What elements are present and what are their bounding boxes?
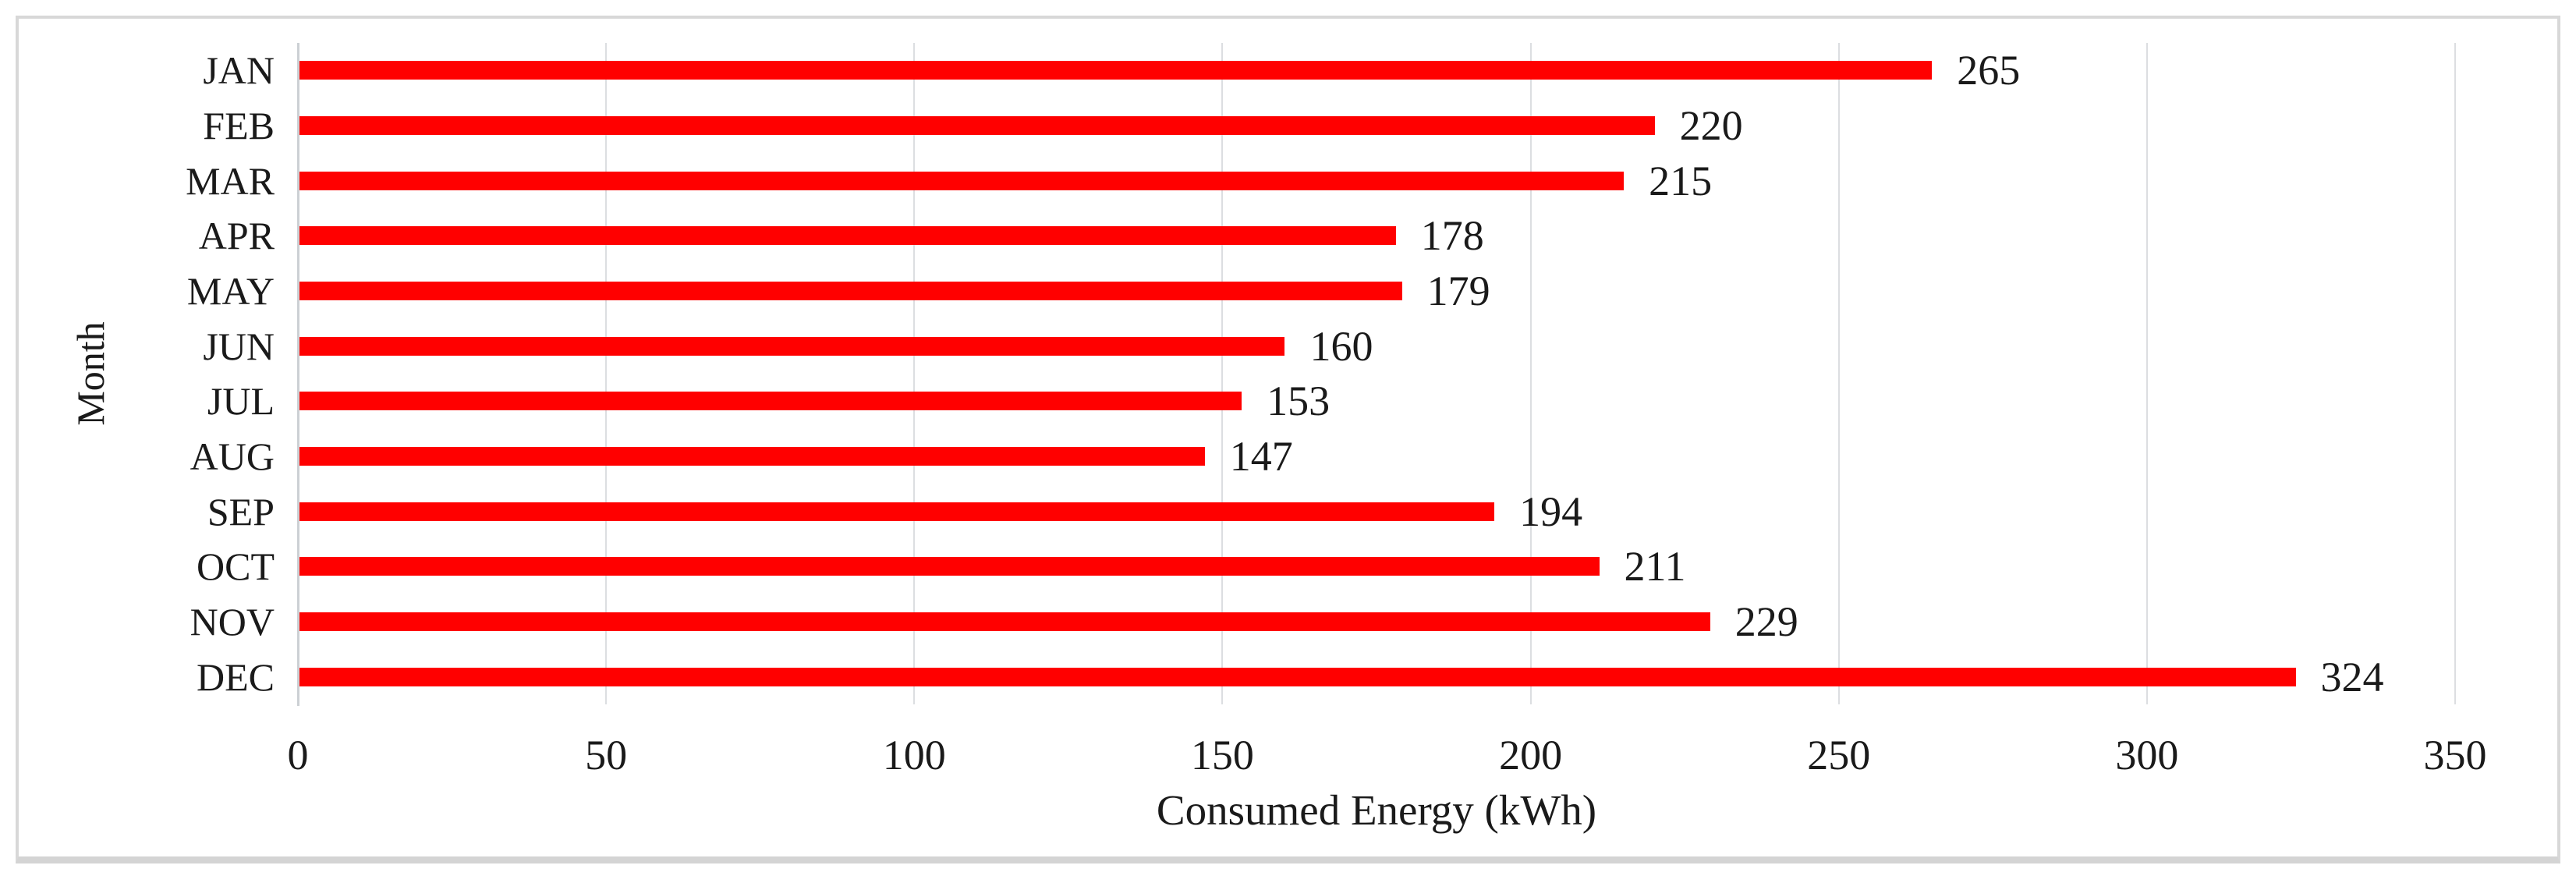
bar-jun — [299, 336, 1285, 356]
y-axis-line — [297, 43, 299, 706]
category-label-mar: MAR — [186, 158, 275, 203]
value-label-may: 179 — [1426, 268, 1490, 314]
category-label-jul: JUL — [207, 379, 275, 424]
x-tick-label-150: 150 — [1190, 732, 1254, 778]
gridline-x-250 — [1837, 43, 1840, 704]
category-label-sep: SEP — [207, 489, 275, 534]
bar-oct — [299, 557, 1600, 576]
category-label-feb: FEB — [203, 104, 275, 147]
category-label-aug: AUG — [190, 434, 275, 478]
category-label-jun: JUN — [203, 324, 275, 368]
category-label-oct: OCT — [197, 544, 275, 589]
gridline-x-350 — [2454, 43, 2456, 704]
category-label-nov: NOV — [190, 600, 275, 644]
gridline-x-100 — [913, 43, 916, 704]
value-label-jul: 153 — [1267, 378, 1331, 425]
gridline-x-200 — [1529, 43, 1532, 704]
value-label-sep: 194 — [1519, 488, 1583, 535]
category-label-apr: APR — [198, 214, 275, 258]
gridline-x-50 — [605, 43, 608, 704]
bar-sep — [299, 502, 1495, 521]
x-axis-title: Consumed Energy (kWh) — [1156, 786, 1597, 834]
value-label-apr: 178 — [1420, 212, 1484, 260]
value-label-nov: 229 — [1734, 598, 1798, 645]
value-label-oct: 211 — [1624, 543, 1686, 590]
bar-mar — [299, 171, 1625, 190]
value-label-jun: 160 — [1309, 322, 1373, 370]
x-tick-label-0: 0 — [287, 732, 309, 778]
value-label-dec: 324 — [2320, 653, 2384, 700]
x-tick-label-250: 250 — [1807, 732, 1871, 778]
category-label-jan: JAN — [203, 48, 275, 93]
bar-feb — [299, 116, 1655, 135]
x-tick-label-200: 200 — [1499, 732, 1563, 778]
x-tick-label-50: 50 — [585, 732, 628, 778]
gridline-x-300 — [2145, 43, 2148, 704]
value-label-feb: 220 — [1679, 102, 1743, 149]
chart-frame — [16, 16, 2560, 863]
bar-aug — [299, 447, 1205, 466]
bar-jul — [299, 392, 1242, 411]
value-label-mar: 215 — [1649, 157, 1713, 204]
y-axis-title: Month — [69, 321, 112, 426]
x-tick-label-300: 300 — [2115, 732, 2179, 778]
category-label-may: MAY — [186, 269, 275, 313]
value-label-aug: 147 — [1229, 433, 1293, 480]
bar-may — [299, 282, 1402, 300]
bar-jan — [299, 61, 1933, 80]
bar-apr — [299, 226, 1396, 246]
gridline-x-150 — [1221, 43, 1224, 704]
value-label-jan: 265 — [1957, 47, 2021, 94]
bar-dec — [299, 667, 2296, 686]
x-tick-label-350: 350 — [2423, 732, 2487, 778]
x-tick-label-100: 100 — [882, 732, 946, 778]
bar-nov — [299, 612, 1710, 631]
category-label-dec: DEC — [197, 654, 275, 699]
